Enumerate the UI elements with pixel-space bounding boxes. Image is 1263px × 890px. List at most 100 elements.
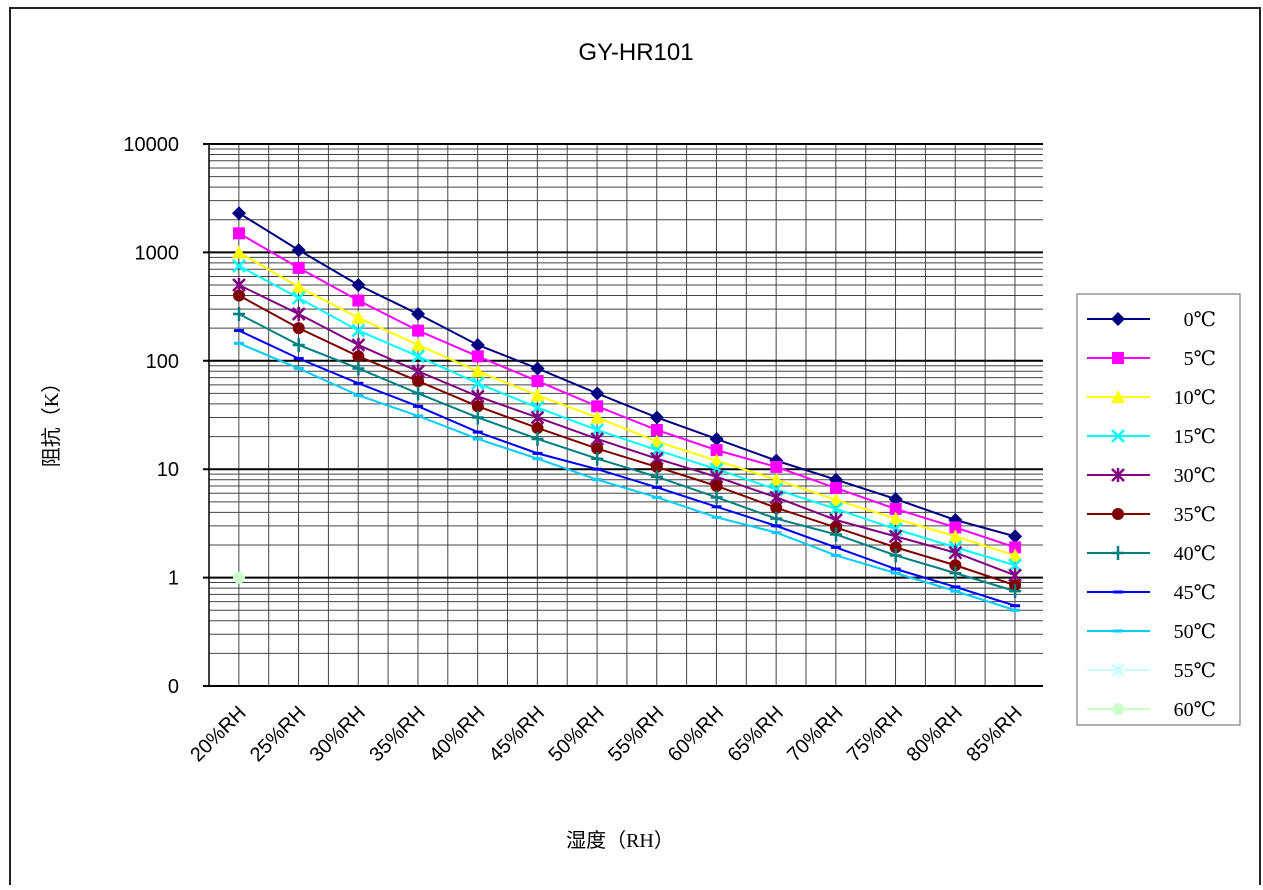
marker [353, 393, 364, 397]
legend-marker [1112, 546, 1124, 560]
marker [650, 460, 663, 473]
line [238, 232, 1016, 549]
marker [829, 492, 843, 506]
marker [234, 341, 244, 345]
marker [949, 566, 962, 581]
legend-marker [1112, 703, 1124, 715]
marker [291, 279, 306, 293]
marker [352, 350, 365, 363]
marker [293, 357, 304, 361]
marker [950, 589, 961, 593]
legend-label: 55℃ [1174, 660, 1216, 682]
marker [709, 453, 724, 467]
marker [413, 414, 424, 418]
series [234, 329, 1021, 608]
marker [412, 375, 425, 388]
marker [889, 541, 902, 554]
marker [532, 457, 543, 461]
x-axis-label: 湿度（RH） [566, 829, 674, 852]
marker [831, 553, 841, 557]
series [232, 245, 1023, 562]
marker [530, 400, 545, 415]
marker [413, 404, 424, 408]
marker [830, 527, 842, 542]
legend-label: 5℃ [1184, 348, 1216, 370]
marker [590, 410, 605, 424]
series [233, 571, 245, 584]
marker [472, 430, 483, 434]
legend-label: 30℃ [1174, 465, 1216, 487]
marker [232, 259, 246, 273]
legend-marker [1113, 629, 1123, 633]
legend-label: 45℃ [1174, 582, 1216, 604]
legend-label: 15℃ [1174, 426, 1216, 448]
marker [770, 501, 783, 514]
marker [530, 388, 545, 402]
legend-marker [1111, 468, 1125, 482]
legend-marker [1112, 508, 1124, 520]
line [238, 313, 1016, 593]
marker [232, 245, 246, 259]
legend-marker [1111, 429, 1125, 443]
line [238, 294, 1016, 587]
marker [889, 502, 902, 515]
legend-label: 40℃ [1174, 543, 1216, 565]
marker [292, 337, 305, 352]
series [233, 307, 1022, 599]
marker [949, 559, 962, 572]
marker [771, 531, 782, 535]
line [238, 251, 1016, 557]
marker [531, 431, 544, 446]
legend-label: 50℃ [1174, 621, 1216, 643]
marker [471, 410, 484, 425]
marker [651, 495, 662, 499]
marker [1010, 608, 1021, 612]
marker [292, 322, 305, 335]
marker [591, 451, 604, 466]
marker [411, 307, 426, 322]
legend-label: 10℃ [1174, 387, 1216, 409]
marker [412, 386, 425, 401]
line [238, 329, 1016, 607]
marker [233, 307, 245, 322]
marker [711, 505, 722, 509]
marker [351, 278, 366, 293]
marker [1009, 541, 1022, 554]
marker [291, 243, 306, 258]
marker [651, 485, 662, 489]
marker [590, 386, 605, 401]
marker [771, 524, 782, 528]
marker [1008, 558, 1022, 573]
marker [351, 310, 366, 324]
marker [234, 329, 244, 333]
marker [233, 227, 245, 240]
marker [352, 294, 365, 307]
marker [888, 529, 903, 544]
marker [1010, 604, 1021, 608]
chart-title: GY-HR101 [578, 39, 693, 66]
legend-marker [1111, 663, 1125, 677]
y-axis-label: 阻抗（K） [40, 373, 63, 467]
marker [710, 479, 723, 492]
marker [471, 350, 484, 363]
legend-marker [1111, 312, 1125, 326]
y-tick-label: 0 [168, 676, 179, 698]
marker [948, 529, 963, 543]
y-tick-label: 10000 [123, 134, 179, 156]
legend-box [1076, 293, 1241, 726]
marker [1008, 548, 1023, 562]
marker [411, 337, 426, 351]
line [238, 212, 1016, 538]
series [233, 227, 1022, 554]
line [238, 265, 1016, 567]
marker [411, 349, 425, 364]
marker [831, 545, 841, 549]
marker [351, 323, 366, 338]
legend-label: 60℃ [1174, 699, 1216, 721]
y-tick-label: 10 [157, 459, 179, 481]
marker [591, 442, 604, 455]
legend-label: 0℃ [1184, 309, 1216, 331]
legend-marker [1111, 390, 1125, 403]
marker [711, 515, 722, 519]
